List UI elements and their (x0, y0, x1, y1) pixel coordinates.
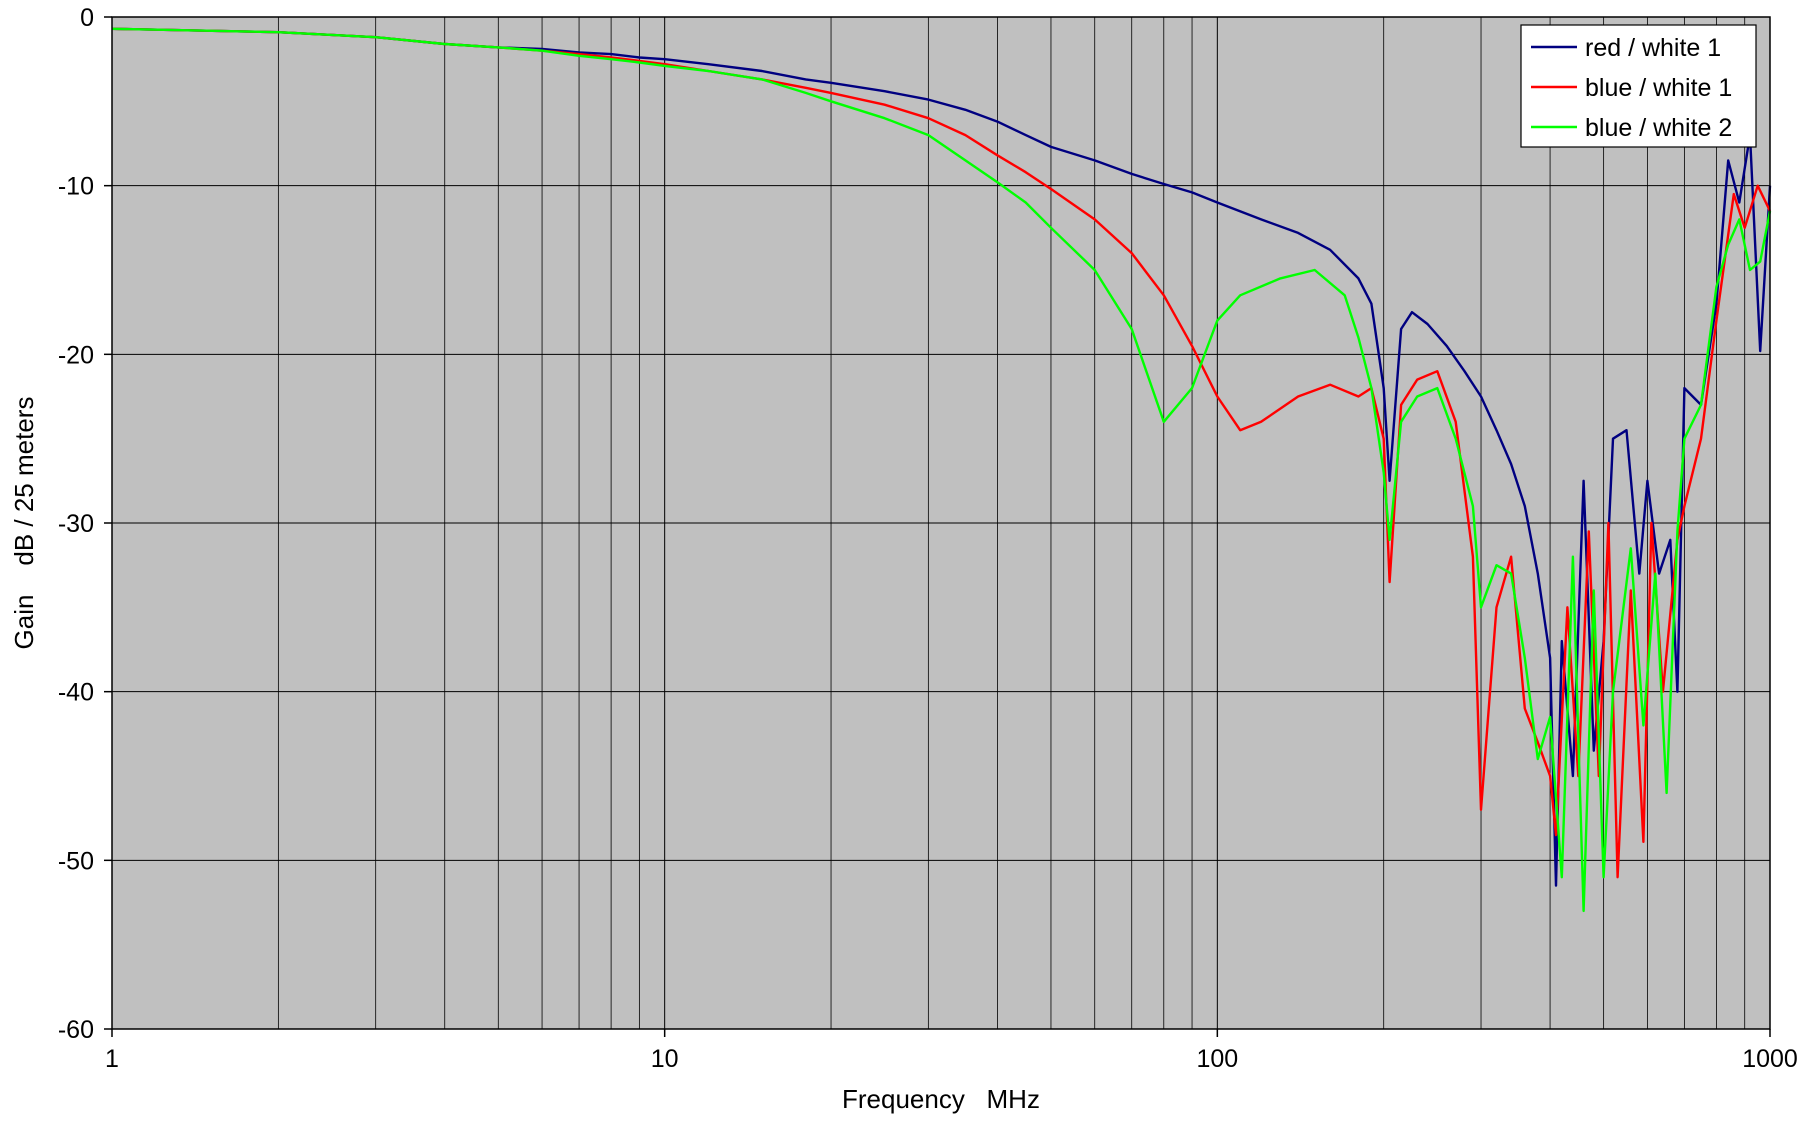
x-axis-ticks: 1 10 100 1000 (105, 1029, 1798, 1073)
y-tick-label: -20 (58, 341, 94, 369)
y-tick-label: -60 (58, 1016, 94, 1044)
y-tick-label: -40 (58, 679, 94, 707)
series-line-3 (111, 27, 1772, 913)
legend-label: blue / white 1 (1585, 74, 1732, 102)
y-tick-label: -10 (58, 173, 94, 201)
y-tick-label: -30 (58, 510, 94, 538)
legend-label: blue / white 2 (1585, 114, 1732, 142)
series-lines (111, 27, 1772, 913)
y-axis-ticks: 0 -10 -20 -30 -40 -50 -60 (58, 4, 112, 1044)
x-tick-label: 1000 (1742, 1045, 1798, 1073)
series-line-1 (111, 27, 1772, 887)
y-tick-label: -50 (58, 847, 94, 875)
x-axis-title: Frequency MHz (842, 1084, 1040, 1114)
x-tick-label: 100 (1196, 1045, 1238, 1073)
legend-label: red / white 1 (1585, 34, 1721, 62)
y-axis-title: Gain dB / 25 meters (9, 397, 39, 650)
legend: red / white 1 blue / white 1 blue / white … (1520, 24, 1757, 148)
x-tick-label: 1 (105, 1045, 119, 1073)
x-tick-label: 10 (651, 1045, 679, 1073)
y-tick-label: 0 (80, 4, 94, 32)
